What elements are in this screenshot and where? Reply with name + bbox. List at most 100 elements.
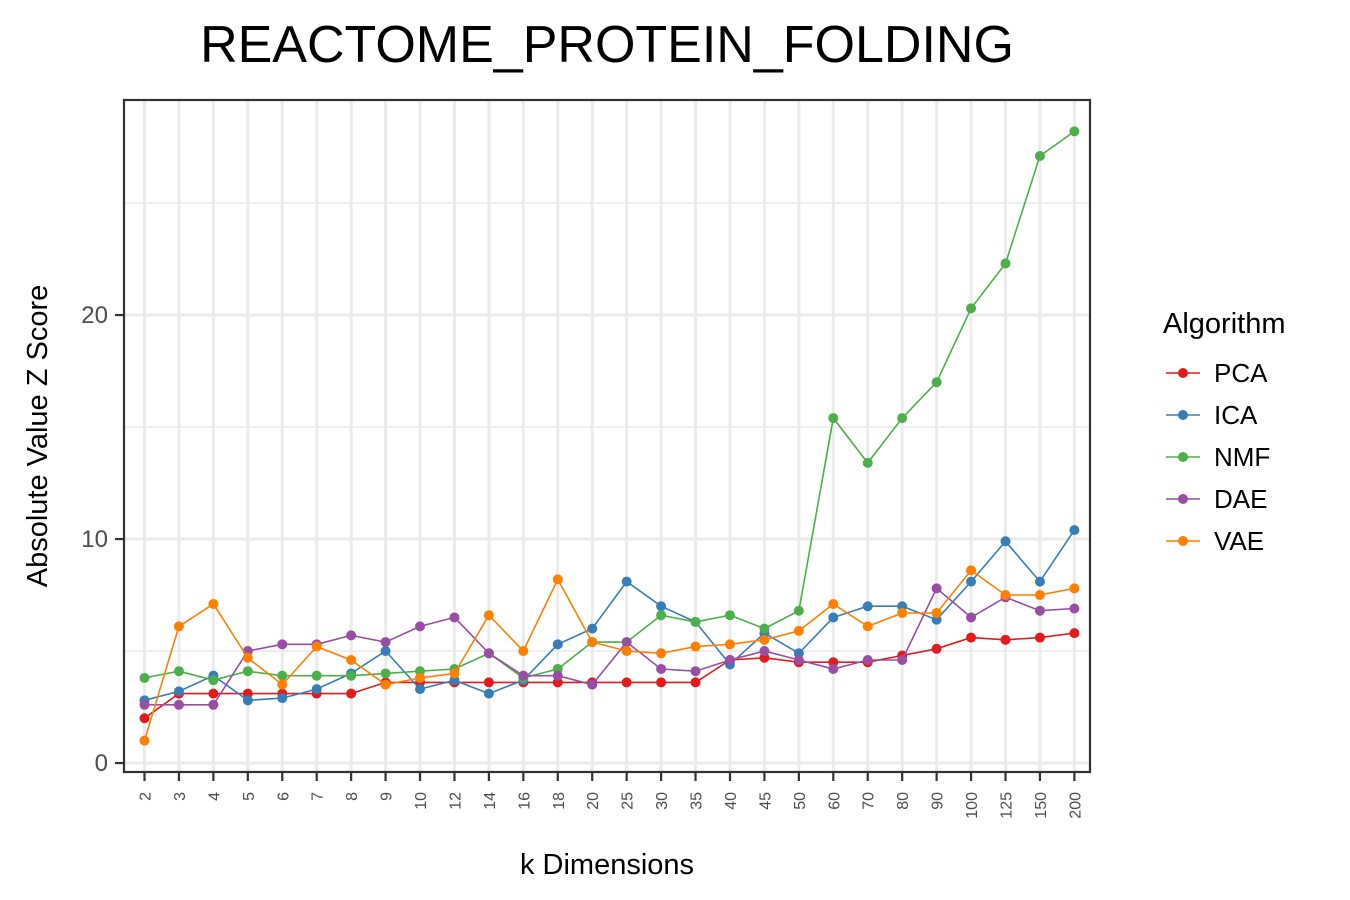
legend-key-point [1178, 368, 1188, 378]
data-point-nmf [346, 670, 357, 681]
data-point-dae [690, 666, 701, 677]
data-point-ica [1069, 525, 1080, 536]
data-point-vae [931, 607, 942, 618]
legend-key-point [1178, 536, 1188, 546]
y-tick-label: 20 [81, 302, 108, 329]
x-tick-label: 200 [1067, 792, 1084, 819]
data-point-nmf [931, 377, 942, 388]
x-tick-label: 40 [723, 792, 740, 810]
data-point-dae [587, 679, 598, 690]
data-point-nmf [1034, 151, 1045, 161]
data-point-dae [1034, 605, 1045, 616]
data-point-vae [1000, 590, 1011, 601]
data-point-dae [862, 655, 873, 665]
data-point-pca [208, 688, 219, 699]
data-point-ica [966, 576, 977, 587]
x-tick-label: 90 [930, 792, 947, 810]
series-line-nmf [144, 130, 1075, 682]
data-point-nmf [759, 623, 770, 634]
x-tick-label: 150 [1033, 792, 1050, 819]
x-tick-label: 12 [447, 792, 464, 810]
legend: Algorithm PCA ICA NMF DAE VAE [1163, 308, 1286, 556]
data-point-vae [1069, 583, 1080, 594]
y-axis-title: Absolute Value Z Score [22, 285, 54, 588]
data-point-pca [1034, 632, 1045, 643]
data-point-nmf [311, 670, 322, 681]
x-tick-label: 2 [138, 792, 155, 801]
legend-label: DAE [1214, 484, 1267, 514]
data-point-nmf [897, 413, 908, 424]
data-point-vae [759, 634, 770, 645]
x-tick-label: 100 [964, 792, 981, 819]
data-point-nmf [690, 616, 701, 627]
x-tick-label: 6 [275, 792, 292, 801]
x-tick-label: 16 [516, 792, 533, 810]
x-tick-label: 25 [620, 792, 637, 810]
data-point-nmf [380, 668, 391, 679]
legend-label: PCA [1214, 358, 1268, 388]
data-point-ica [277, 693, 288, 704]
x-tick-label: 30 [654, 792, 671, 810]
data-point-dae [380, 637, 391, 648]
data-point-dae [277, 639, 288, 650]
x-tick-label: 18 [551, 792, 568, 810]
data-point-ica [415, 684, 426, 695]
legend-item-nmf: NMF [1166, 442, 1270, 472]
data-point-vae [518, 646, 529, 657]
data-point-ica [587, 623, 598, 634]
legend-item-vae: VAE [1166, 526, 1264, 556]
data-point-dae [415, 621, 426, 632]
x-tick-label: 5 [241, 792, 258, 801]
x-tick-label: 45 [757, 792, 774, 810]
data-point-dae [793, 655, 804, 665]
x-tick-label: 125 [999, 792, 1016, 819]
data-point-ica [173, 686, 184, 697]
data-point-ica [242, 695, 253, 706]
data-point-vae [690, 641, 701, 652]
data-point-nmf [793, 605, 804, 616]
chart-title: REACTOME_PROTEIN_FOLDING [200, 16, 1014, 74]
data-point-pca [966, 632, 977, 643]
legend-label: NMF [1214, 442, 1270, 472]
data-point-pca [1000, 634, 1011, 645]
data-point-ica [1000, 536, 1011, 547]
data-point-ica [828, 612, 839, 623]
data-point-vae [966, 565, 977, 576]
data-point-ica [311, 684, 322, 695]
legend-item-ica: ICA [1166, 400, 1258, 430]
legend-items: PCA ICA NMF DAE VAE [1166, 358, 1270, 556]
series-layer [139, 126, 1080, 746]
data-point-dae [966, 612, 977, 623]
data-point-dae [931, 583, 942, 594]
series-line-vae [143, 569, 1075, 741]
x-tick-label: 7 [310, 792, 327, 801]
data-point-dae [208, 699, 219, 710]
data-point-dae [656, 663, 667, 674]
data-point-vae [621, 646, 632, 657]
legend-item-pca: PCA [1166, 358, 1268, 388]
grid-layer [124, 100, 1090, 772]
data-point-dae [897, 655, 908, 665]
data-point-dae [1069, 603, 1080, 614]
x-tick-label: 60 [826, 792, 843, 810]
data-point-pca [139, 713, 150, 724]
data-point-ica [483, 688, 494, 699]
data-point-nmf [277, 670, 288, 681]
x-tick-label: 9 [379, 792, 396, 801]
data-point-vae [208, 599, 219, 609]
data-point-dae [724, 655, 735, 665]
data-point-ica [656, 601, 667, 612]
data-point-dae [139, 699, 150, 710]
data-point-dae [621, 637, 632, 648]
data-point-dae [449, 612, 460, 623]
data-point-vae [415, 672, 426, 683]
data-point-pca [621, 677, 632, 688]
data-point-vae [242, 652, 253, 663]
data-point-vae [311, 641, 322, 652]
data-point-vae [1034, 590, 1045, 601]
data-point-vae [173, 621, 184, 632]
x-tick-label: 3 [172, 792, 189, 801]
data-point-nmf [862, 457, 873, 468]
